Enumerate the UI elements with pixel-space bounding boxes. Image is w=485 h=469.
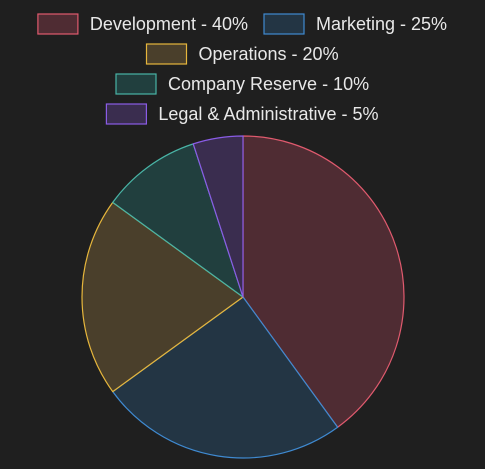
pie-slice-company-reserve[interactable] bbox=[112, 143, 244, 298]
pie-slice-operations[interactable] bbox=[81, 201, 244, 393]
legend: Development - 40% Marketing - 25% Operatio… bbox=[37, 13, 447, 125]
legend-item-development[interactable]: Development - 40% bbox=[37, 13, 248, 35]
legend-label-company-reserve: Company Reserve - 10% bbox=[168, 74, 369, 94]
legend-swatch-company-reserve bbox=[115, 73, 157, 95]
pie-slice-marketing[interactable] bbox=[112, 296, 339, 459]
legend-swatch-legal-and-administrative bbox=[105, 103, 148, 125]
legend-swatch-marketing bbox=[263, 13, 305, 35]
legend-item-marketing[interactable]: Marketing - 25% bbox=[263, 13, 447, 35]
pie-slices bbox=[81, 135, 405, 459]
pie-slice-development[interactable] bbox=[242, 135, 405, 428]
legend-label-legal-and-administrative: Legal & Administrative - 5% bbox=[158, 104, 378, 124]
legend-item-company-reserve[interactable]: Company Reserve - 10% bbox=[115, 73, 369, 95]
legend-swatch-operations bbox=[145, 43, 188, 65]
pie-slice-legal-and-administrative[interactable] bbox=[192, 135, 244, 298]
legend-label-operations: Operations - 20% bbox=[199, 44, 339, 64]
legend-item-legal-and-administrative[interactable]: Legal & Administrative - 5% bbox=[105, 103, 379, 125]
legend-label-development: Development - 40% bbox=[90, 14, 248, 34]
legend-label-marketing: Marketing - 25% bbox=[316, 14, 447, 34]
legend-item-operations[interactable]: Operations - 20% bbox=[145, 43, 339, 65]
legend-swatch-development bbox=[37, 13, 79, 35]
